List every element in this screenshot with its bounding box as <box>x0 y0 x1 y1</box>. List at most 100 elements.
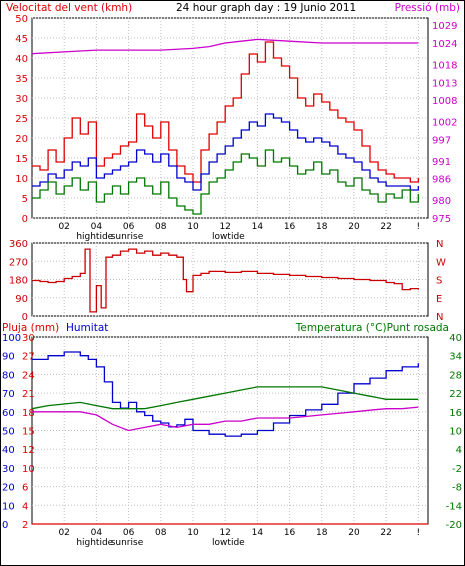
wind-panel-time-event-hightide: hightide <box>76 232 113 242</box>
humidity-tick-90: 90 <box>2 352 15 363</box>
humidity-series-1 <box>31 386 419 410</box>
wind-panel-time-tick-04: 04 <box>91 222 103 232</box>
wind-panel-time-tick-06: 06 <box>123 222 135 232</box>
wind-panel-time-tick-14: 14 <box>252 222 264 232</box>
temp-tick-22: 22 <box>449 389 462 400</box>
humidity-panel-time-tick-08: 08 <box>155 528 167 538</box>
direction-tick-90: 90 <box>15 294 28 305</box>
wind-panel-time-tick-08: 08 <box>155 222 167 232</box>
plots-layer: 0510152025303540455097598098699199710021… <box>2 14 462 548</box>
temp-tick--20: -20 <box>446 520 462 531</box>
humidity-tick-30: 30 <box>2 464 15 475</box>
pressure-tick-1013: 1013 <box>432 78 457 89</box>
humidity-panel-time-tick-04: 04 <box>91 528 103 538</box>
wind-tick-5: 5 <box>22 194 28 205</box>
wind-panel-time-tick-18: 18 <box>316 222 328 232</box>
humidity-panel-time-tick-22: 22 <box>380 528 391 538</box>
direction-tick-360: 360 <box>9 239 28 250</box>
humidity-tick-40: 40 <box>2 445 15 456</box>
wind-tick-40: 40 <box>15 54 28 65</box>
pressure-tick-1029: 1029 <box>432 21 457 32</box>
wind-tick-15: 15 <box>15 154 28 165</box>
wind-tick-20: 20 <box>15 134 28 145</box>
compass-label-1: E <box>436 294 442 305</box>
wind-tick-10: 10 <box>15 174 28 185</box>
wind-panel-time-tick-10: 10 <box>187 222 199 232</box>
rain-tick-2: 2 <box>22 520 28 531</box>
pressure-tick-1018: 1018 <box>432 60 457 71</box>
humidity-axis-label: Humitat <box>66 322 108 334</box>
wind-panel-time-event-lowtide: lowtide <box>212 232 245 242</box>
humidity-series-2 <box>32 406 419 432</box>
humidity-tick-70: 70 <box>2 389 15 400</box>
wind-panel-time-tick-22: 22 <box>380 222 391 232</box>
humidity-panel-time-tick-10: 10 <box>187 528 199 538</box>
humidity-tick-100: 100 <box>2 333 21 344</box>
temp-tick-10: 10 <box>449 427 462 438</box>
rain-tick-30: 30 <box>22 333 35 344</box>
wind-panel-time-tick-!: ! <box>417 222 421 232</box>
pressure-tick-1002: 1002 <box>432 118 457 129</box>
compass-label-3: W <box>436 257 446 268</box>
rain-tick-15: 15 <box>22 427 35 438</box>
humidity-panel-time-tick-18: 18 <box>316 528 328 538</box>
humidity-series-0 <box>32 351 419 437</box>
wind-panel-time-tick-12: 12 <box>219 222 230 232</box>
rain-tick-21: 21 <box>22 389 35 400</box>
wind-series-1 <box>32 113 419 191</box>
temp-tick--14: -14 <box>446 501 462 512</box>
header-center-title: 24 hour graph day : 19 Junio 2011 <box>176 2 356 14</box>
compass-label-4: N <box>436 239 443 250</box>
temp-tick-40: 40 <box>449 333 462 344</box>
pressure-tick-1008: 1008 <box>432 96 457 107</box>
pressure-tick-980: 980 <box>432 196 451 207</box>
pressure-tick-975: 975 <box>432 214 451 225</box>
temp-tick-4: 4 <box>456 445 462 456</box>
rain-tick-6: 6 <box>22 483 28 494</box>
humidity-panel-time-tick-12: 12 <box>219 528 230 538</box>
rain-tick-10: 10 <box>22 464 35 475</box>
wind-series-2 <box>32 149 419 215</box>
humidity-panel-time-event-sunrise: sunrise <box>111 538 144 548</box>
humidity-panel-time-tick-16: 16 <box>284 528 296 538</box>
direction-tick-180: 180 <box>9 276 28 287</box>
humidity-panel-time-tick-14: 14 <box>252 528 264 538</box>
humidity-tick-0: 0 <box>2 520 8 531</box>
header-left-label: Velocitat del vent (kmh) <box>6 2 132 14</box>
pressure-tick-991: 991 <box>432 157 451 168</box>
humidity-tick-50: 50 <box>2 427 15 438</box>
wind-panel-time-tick-20: 20 <box>348 222 360 232</box>
direction-tick-270: 270 <box>9 257 28 268</box>
temp-tick-34: 34 <box>449 352 462 363</box>
wind-tick-45: 45 <box>15 34 28 45</box>
temp-tick--2: -2 <box>452 464 462 475</box>
humidity-panel-time-tick-06: 06 <box>123 528 135 538</box>
wind-tick-25: 25 <box>15 114 28 125</box>
rain-tick-18: 18 <box>22 408 35 419</box>
humidity-tick-20: 20 <box>2 483 15 494</box>
wind-panel-time-tick-02: 02 <box>58 222 69 232</box>
wind-panel-time-tick-16: 16 <box>284 222 296 232</box>
humidity-panel-time-event-lowtide: lowtide <box>212 538 245 548</box>
wind-tick-0: 0 <box>22 214 28 225</box>
wind-series-3 <box>31 38 419 55</box>
temp-tick-16: 16 <box>449 408 462 419</box>
rain-axis-label: Pluja (mm) <box>2 322 59 334</box>
humidity-tick-80: 80 <box>2 370 15 381</box>
temp-tick-28: 28 <box>449 370 462 381</box>
compass-label-0: N <box>436 312 443 323</box>
humidity-panel-time-tick-20: 20 <box>348 528 360 538</box>
humidity-tick-60: 60 <box>2 408 15 419</box>
pressure-tick-1024: 1024 <box>432 39 457 50</box>
humidity-panel-time-tick-!: ! <box>417 528 421 538</box>
pressure-tick-986: 986 <box>432 175 451 186</box>
direction-tick-0: 0 <box>22 312 28 323</box>
pressure-tick-997: 997 <box>432 135 451 146</box>
direction-series-0 <box>32 248 419 313</box>
wind-tick-50: 50 <box>15 14 28 25</box>
wind-panel-time-event-sunrise: sunrise <box>111 232 144 242</box>
wind-tick-30: 30 <box>15 94 28 105</box>
rain-tick-24: 24 <box>22 370 35 381</box>
